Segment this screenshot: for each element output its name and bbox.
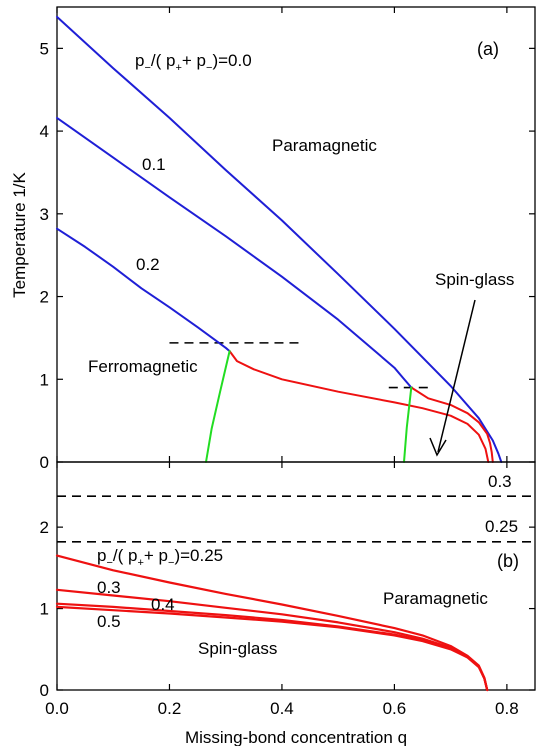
series-line-a-2	[56, 227, 231, 353]
y-axis-label: Temperature 1/K	[10, 172, 29, 298]
ferromagnetic-label: Ferromagnetic	[88, 357, 198, 376]
y-tick-label-a-0: 0	[40, 453, 49, 472]
panel-b-ticks: 0.0 0.2 0.4 0.6 0.8 0 1 2	[40, 462, 535, 718]
x-tick-label-0.8: 0.8	[495, 699, 519, 718]
panel-a-tag: (a)	[477, 39, 499, 59]
panel-b-series	[55, 554, 489, 692]
y-tick-label-a-5: 5	[40, 39, 49, 58]
spin-glass-label-b: Spin-glass	[198, 639, 277, 658]
paramagnetic-label-a: Paramagnetic	[272, 136, 377, 155]
y-tick-label-a-2: 2	[40, 288, 49, 307]
panel-a: 0 1 2 3 4 5 (a) p−/( p++ p−)=0.0 0.1 0.2 Para…	[40, 6, 536, 472]
y-tick-label-b-2: 2	[40, 518, 49, 537]
x-axis-label: Missing-bond concentration q	[185, 728, 407, 746]
y-tick-label-b-0: 0	[40, 681, 49, 700]
x-tick-label-0.4: 0.4	[270, 699, 294, 718]
series-line-a-5	[205, 350, 231, 463]
spin-glass-arrow	[429, 299, 476, 457]
x-tick-label-0.2: 0.2	[158, 699, 182, 718]
y-tick-label-b-1: 1	[40, 600, 49, 619]
panel-b-tag: (b)	[497, 551, 519, 571]
panel-b-label-0.4: 0.4	[151, 595, 175, 614]
hline-label-0.25: 0.25	[485, 517, 518, 536]
x-tick-label-0.6: 0.6	[383, 699, 407, 718]
panel-b-label-0.3: 0.3	[97, 578, 121, 597]
series-line-b-0	[55, 554, 489, 692]
paramagnetic-label-b: Paramagnetic	[383, 589, 488, 608]
y-tick-label-a-4: 4	[40, 122, 49, 141]
panel-b-legend-label: p−/( p++ p−)=0.25	[97, 546, 223, 569]
panel-a-label-0.2: 0.2	[136, 255, 160, 274]
series-line-a-6	[403, 386, 413, 463]
series-line-a-1	[56, 116, 413, 389]
hline-label-0.3: 0.3	[488, 472, 512, 491]
panel-b-label-0.5: 0.5	[97, 612, 121, 631]
series-line-a-0	[56, 15, 503, 463]
panel-a-dashed-lines	[169, 342, 429, 389]
panel-a-label-0.1: 0.1	[142, 155, 166, 174]
y-tick-label-a-3: 3	[40, 205, 49, 224]
panel-a-legend-label: p−/( p++ p−)=0.0	[135, 51, 252, 74]
x-tick-label-0.0: 0.0	[45, 699, 69, 718]
series-line-b-3	[55, 605, 489, 692]
panel-a-series	[56, 15, 503, 463]
panel-a-ticks: 0 1 2 3 4 5	[40, 7, 535, 472]
panel-b-frame	[56, 461, 536, 691]
y-tick-label-a-1: 1	[40, 370, 49, 389]
series-line-a-3	[410, 386, 494, 463]
spin-glass-label-a: Spin-glass	[435, 270, 514, 289]
panel-b-dashed-lines	[57, 495, 535, 543]
panel-b: 0.0 0.2 0.4 0.6 0.8 0 1 2 (b) 0.3 0.25 p−/( p++…	[40, 461, 536, 718]
